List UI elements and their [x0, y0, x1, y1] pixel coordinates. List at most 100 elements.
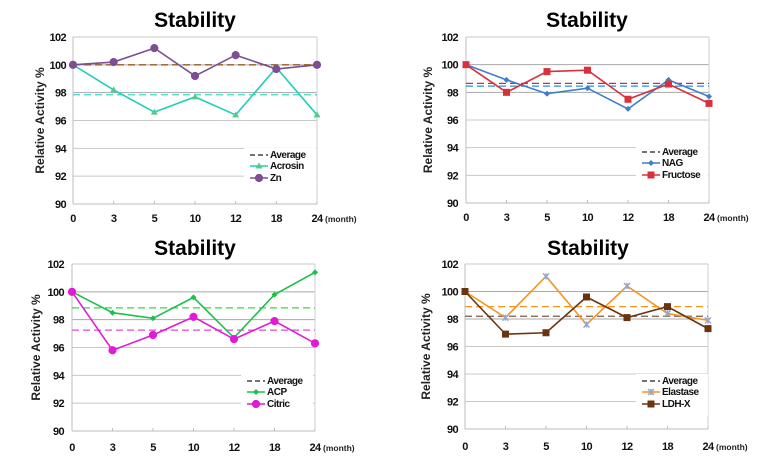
legend-average-label: Average	[662, 376, 699, 387]
y-tick-label: 90	[53, 426, 65, 438]
y-tick-label: 92	[447, 170, 459, 182]
y-tick-label: 94	[447, 143, 460, 155]
x-unit-label: (month)	[323, 443, 355, 453]
x-tick-label: 5	[543, 441, 549, 453]
data-point	[313, 111, 321, 118]
data-point	[502, 330, 509, 338]
x-tick-label: 0	[69, 442, 75, 454]
x-tick-label: 12	[230, 213, 242, 225]
legend-label-nag: NAG	[662, 158, 683, 169]
data-point	[190, 71, 200, 81]
y-tick-label: 98	[53, 315, 65, 327]
chart-title: Stability	[154, 9, 236, 32]
chart-elastase-ldhx: Stability 90 92 94 96 98 100 102 0 3 5 10 12 18 24 (mon…	[384, 230, 768, 475]
legend-label-citric: Citric	[267, 399, 291, 410]
x-tick-label: 10	[582, 212, 594, 224]
data-point	[109, 309, 116, 316]
x-unit-label: (month)	[716, 442, 748, 452]
data-point	[272, 64, 281, 74]
data-point	[231, 50, 240, 60]
x-tick-label: 0	[463, 212, 469, 224]
data-point	[706, 93, 712, 100]
series-acrosin	[69, 61, 321, 118]
x-tick-label: 18	[269, 442, 281, 454]
x-tick-label: 5	[150, 442, 156, 454]
y-tick-label: 96	[447, 342, 459, 354]
series-fructose	[462, 61, 713, 107]
data-point	[150, 108, 158, 115]
legend-label-acp: ACP	[267, 387, 287, 398]
data-point	[270, 316, 279, 326]
chart-acrosin-zn: Stability 90 92 94 96 98 100 102 0 3 5 10 12 18 24 (mon…	[0, 0, 384, 235]
x-tick-label: 10	[189, 213, 201, 225]
chart-title: Stability	[546, 9, 628, 32]
data-point	[704, 325, 712, 333]
data-point	[148, 330, 158, 340]
y-tick-label: 100	[49, 60, 66, 72]
data-point	[68, 60, 78, 69]
y-tick-label: 92	[53, 398, 65, 410]
y-tick-label: 94	[447, 369, 460, 381]
data-point	[462, 61, 470, 69]
data-point	[461, 288, 469, 295]
x-tick-label: 12	[621, 441, 633, 453]
legend-background	[636, 145, 708, 187]
x-tick-label: 3	[110, 442, 116, 454]
data-point	[110, 86, 118, 93]
y-tick-label: 98	[447, 314, 459, 326]
y-tick-label: 94	[55, 143, 68, 155]
y-tick-label: 90	[447, 198, 459, 210]
chart-svg: Stability 90 92 94 96 98 100 102 0 3 5 10 12 18 24 (mon…	[33, 9, 357, 225]
y-tick-label: 100	[47, 287, 64, 299]
legend-swatch-marker	[647, 400, 655, 408]
x-tick-label: 10	[581, 441, 593, 453]
data-point	[583, 293, 590, 301]
x-tick-label: 24	[702, 441, 715, 453]
data-point	[312, 269, 318, 276]
y-tick-label: 90	[447, 424, 459, 436]
data-point	[191, 93, 199, 100]
x-tick-label: 3	[504, 212, 510, 224]
legend-average-label: Average	[267, 376, 304, 387]
legend-swatch-marker	[251, 399, 261, 409]
y-tick-label: 100	[441, 60, 458, 72]
x-tick-label: 18	[663, 212, 675, 224]
data-point	[544, 90, 550, 97]
legend-label-zn: Zn	[270, 173, 282, 184]
x-tick-label: 10	[188, 442, 200, 454]
x-tick-label: 18	[271, 213, 283, 225]
x-tick-label: 5	[544, 212, 550, 224]
data-point	[232, 111, 240, 118]
y-tick-label: 94	[53, 370, 66, 382]
chart-title: Stability	[547, 237, 629, 260]
x-tick-label: 24	[309, 442, 322, 454]
data-point	[150, 44, 159, 53]
y-tick-label: 96	[55, 116, 67, 128]
legend-label-elastase: Elastase	[662, 387, 700, 398]
legend-swatch-marker	[253, 389, 259, 395]
chart-svg: Stability 90 92 94 96 98 100 102 0 3 5 10 12 18 24 (mon…	[419, 237, 748, 453]
x-tick-label: 0	[70, 213, 76, 225]
x-tick-label: 0	[462, 441, 468, 453]
legend-label-fructose: Fructose	[662, 170, 701, 181]
y-tick-label: 98	[55, 88, 67, 100]
data-point	[664, 303, 671, 311]
chart-nag-fructose: Stability 90 92 94 96 98 100 102 0 3 5 10 12 18 24 (mon…	[384, 0, 768, 235]
x-tick-label: 24	[311, 213, 324, 225]
data-point	[150, 315, 156, 322]
data-point	[704, 316, 712, 324]
chart-title: Stability	[154, 237, 236, 260]
chart-acp-citric: Stability 90 92 94 96 98 100 102 0 3 5 10 12 18 24 (mon…	[0, 230, 384, 475]
data-point	[542, 329, 550, 337]
data-point	[109, 57, 118, 67]
y-axis-label: Relative Activity %	[421, 67, 435, 174]
y-tick-label: 96	[447, 115, 459, 127]
data-point	[584, 66, 591, 74]
legend-swatch-marker	[647, 171, 655, 179]
data-point	[229, 335, 239, 344]
data-point	[705, 99, 713, 107]
data-point	[190, 294, 197, 301]
